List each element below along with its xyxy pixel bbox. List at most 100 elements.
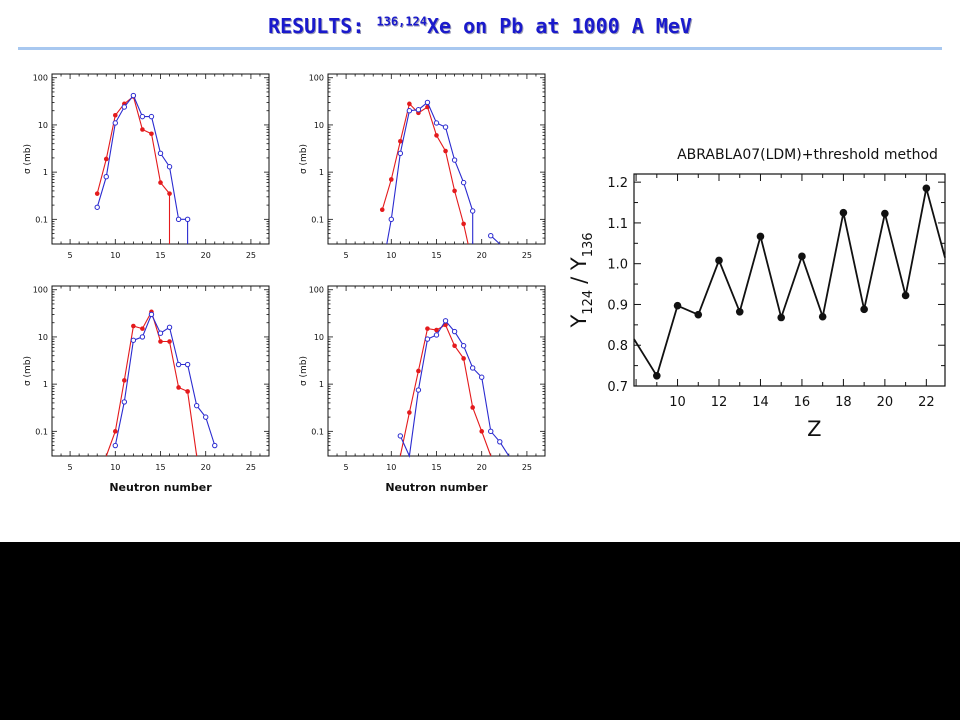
data-point-blue xyxy=(121,399,128,405)
data-point-blue xyxy=(139,334,146,340)
y-tick-label: 10 xyxy=(314,121,324,130)
plot-frame xyxy=(327,73,546,245)
data-point-blue xyxy=(94,204,100,210)
data-point-ratio xyxy=(715,256,723,265)
series-line-blue xyxy=(114,313,216,446)
data-point-red xyxy=(167,339,172,344)
series-line-ratio xyxy=(633,188,946,378)
data-point-red xyxy=(461,221,466,227)
data-point-red xyxy=(434,327,439,333)
data-point-red xyxy=(425,326,430,331)
x-tick-label: 20 xyxy=(477,251,487,260)
x-tick-label: 25 xyxy=(522,463,532,472)
data-point-blue xyxy=(451,328,458,335)
data-point-blue xyxy=(112,120,118,126)
data-point-red xyxy=(461,356,466,361)
y-tick-label: 100 xyxy=(33,286,48,295)
data-point-blue xyxy=(166,164,173,170)
x-tick-label: 25 xyxy=(246,251,256,260)
data-point-blue xyxy=(175,216,182,223)
plot-frame xyxy=(51,73,270,245)
data-point-blue xyxy=(112,442,118,449)
x-tick-label: 14 xyxy=(752,395,769,410)
x-tick-label: 25 xyxy=(246,463,256,472)
data-point-blue xyxy=(433,332,440,338)
data-point-red xyxy=(149,131,154,137)
y-axis-title: σ (mb) xyxy=(299,356,309,386)
x-tick-label: 5 xyxy=(344,463,349,472)
data-point-red xyxy=(452,188,457,194)
y-axis-title: σ (mb) xyxy=(23,144,33,174)
x-tick-label: 15 xyxy=(155,463,165,472)
series-line-red xyxy=(381,102,469,245)
data-point-red xyxy=(140,127,145,132)
data-point-red xyxy=(407,101,412,107)
x-tick-label: 5 xyxy=(68,251,73,260)
y-tick-label: 1.0 xyxy=(607,258,628,273)
data-point-blue xyxy=(103,174,109,180)
data-point-blue xyxy=(148,113,155,120)
ratio-chart-title: ABRABLA07(LDM)+threshold method xyxy=(677,147,938,163)
title-underline xyxy=(18,47,942,50)
data-point-red xyxy=(94,191,100,196)
x-tick-label: 25 xyxy=(522,251,532,260)
y-axis-title: σ (mb) xyxy=(299,144,309,174)
data-point-blue xyxy=(469,208,476,214)
data-point-red xyxy=(167,191,172,196)
y-tick-label: 0.9 xyxy=(607,298,628,313)
data-point-blue xyxy=(397,150,404,157)
x-tick-label: 10 xyxy=(669,395,686,410)
ratio-chart-svg: ABRABLA07(LDM)+threshold method 0.7 0.8 0.9… xyxy=(567,147,946,441)
slide-title: RESULTS: 136,124Xe on Pb at 1000 A MeV xyxy=(0,14,960,38)
x-tick-label: 20 xyxy=(201,463,211,472)
data-point-blue xyxy=(184,216,191,223)
data-point-red xyxy=(176,385,181,390)
y-tick-label: 10 xyxy=(38,333,48,342)
chart-svg-top-left: 100 10 1 0.1 5 10 15 20 25 σ (mb) xyxy=(23,73,270,260)
data-point-red xyxy=(140,326,145,331)
data-point-blue xyxy=(433,120,440,126)
chart-svg-bottom-left: 100 10 1 0.1 5 10 15 20 25 σ (mb) Neutron number xyxy=(23,285,270,494)
y-tick-label: 0.7 xyxy=(607,380,628,395)
chart-panel-bottom-left: 100 10 1 0.1 5 10 15 20 25 σ (mb) Neutron number xyxy=(14,284,274,524)
x-axis-title: Neutron number xyxy=(385,481,488,494)
chart-svg-top-right: 100 10 1 0.1 5 10 15 20 25 σ (mb) xyxy=(299,73,546,260)
x-tick-label: 22 xyxy=(918,395,935,410)
data-point-ratio xyxy=(777,313,786,322)
x-tick-label: 16 xyxy=(794,395,811,410)
x-tick-label: 20 xyxy=(477,463,487,472)
ratio-chart-panel: ABRABLA07(LDM)+threshold method 0.7 0.8 0.9… xyxy=(560,136,955,456)
bottom-black-band xyxy=(0,542,960,720)
data-point-ratio xyxy=(673,301,682,310)
y-tick-label: 1 xyxy=(319,168,324,177)
data-point-ratio xyxy=(901,291,910,300)
data-point-red xyxy=(158,180,163,185)
plot-frame xyxy=(633,173,946,387)
y-tick-label: 0.1 xyxy=(35,215,48,224)
plot-frame xyxy=(51,285,270,457)
data-point-ratio xyxy=(653,372,661,380)
data-point-red xyxy=(131,323,136,329)
x-tick-label: 10 xyxy=(110,251,120,260)
data-point-blue xyxy=(157,330,164,336)
data-point-blue xyxy=(121,104,128,110)
data-point-ratio xyxy=(798,252,806,261)
series-line-red xyxy=(105,310,198,457)
chart-panel-bottom-right: 100 10 1 0.1 5 10 15 20 25 σ (mb) Neutron number xyxy=(290,284,550,524)
x-tick-label: 12 xyxy=(711,395,728,410)
data-point-red xyxy=(379,207,385,212)
data-point-blue xyxy=(497,439,503,445)
data-point-blue xyxy=(184,361,191,368)
x-tick-label: 20 xyxy=(201,251,211,260)
data-point-blue xyxy=(451,157,458,163)
y-axis-title-sub136: 136 xyxy=(581,232,596,257)
series-line-red xyxy=(399,324,492,457)
data-point-red xyxy=(416,368,421,374)
data-point-ratio xyxy=(881,209,889,218)
data-point-ratio xyxy=(756,232,765,241)
data-point-red xyxy=(407,410,412,415)
x-tick-label: 5 xyxy=(68,463,73,472)
y-axis-title-sub124: 124 xyxy=(581,290,596,315)
data-point-red xyxy=(443,322,448,328)
data-point-red xyxy=(185,389,190,394)
